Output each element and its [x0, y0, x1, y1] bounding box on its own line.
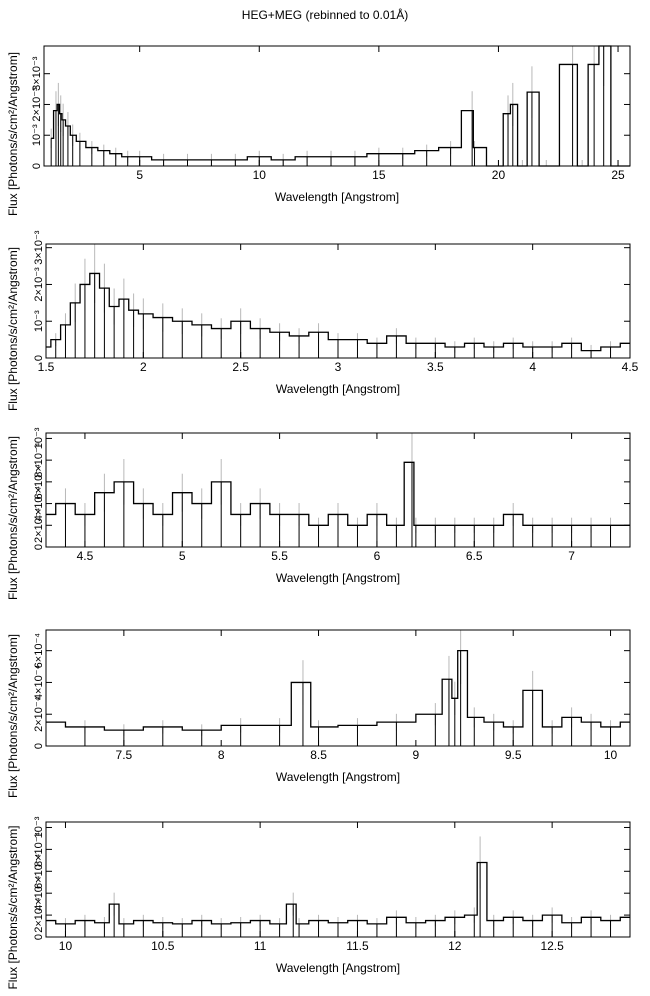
y-tick-label: 0 [33, 743, 45, 749]
y-axis-label: Flux [Photons/s/cm²/Angstrom] [6, 825, 20, 989]
x-tick-label: 12 [448, 939, 462, 953]
x-tick-label: 5 [179, 549, 186, 563]
x-tick-label: 10 [253, 168, 267, 182]
y-tick-label: 0 [33, 934, 45, 940]
x-tick-label: 10 [604, 748, 618, 762]
y-tick-label: 2×10⁻³ [33, 267, 45, 302]
y-tick-label: 2×10⁻³ [31, 87, 43, 122]
x-axis-label: Wavelength [Angstrom] [276, 961, 400, 975]
y-tick-label: 3×10⁻³ [31, 56, 43, 91]
x-tick-label: 9 [413, 748, 420, 762]
x-tick-label: 4 [529, 360, 536, 374]
y-tick-label: 2×10⁻⁴ [33, 897, 45, 933]
x-tick-label: 4.5 [622, 360, 639, 374]
y-tick-label: 3×10⁻³ [33, 230, 45, 265]
y-tick-label: 4×10⁻⁴ [33, 875, 45, 911]
x-tick-label: 5 [136, 168, 143, 182]
x-tick-label: 5.5 [271, 549, 288, 563]
y-tick-label: 8×10⁻⁴ [33, 831, 45, 867]
series-line [46, 650, 630, 731]
y-tick-label: 4×10⁻⁴ [33, 665, 45, 701]
x-tick-label: 10 [59, 939, 73, 953]
x-tick-label: 2.5 [232, 360, 249, 374]
x-tick-label: 25 [611, 168, 625, 182]
y-tick-label: 2×10⁻⁴ [33, 507, 45, 543]
plot-frame [45, 629, 631, 747]
y-tick-label: 6×10⁻⁴ [33, 853, 45, 889]
panel-1: 5 10 15 20 25 0 10⁻³ 2×10⁻³3×10⁻³ Wavelength [An… [6, 45, 631, 216]
y-axis-label: Flux [Photons/s/cm²/Angstrom] [6, 52, 20, 216]
y-tick-label: 10⁻³ [31, 124, 43, 146]
x-axis-label: Wavelength [Angstrom] [275, 190, 399, 204]
series-line [46, 461, 630, 526]
x-tick-label: 2 [140, 360, 147, 374]
y-tick-label: 6×10⁻⁴ [33, 633, 45, 669]
series-line [46, 272, 630, 352]
x-tick-label: 1.5 [38, 360, 55, 374]
plot-frame [45, 821, 631, 938]
y-tick-label: 0 [33, 355, 45, 361]
x-tick-label: 9.5 [505, 748, 522, 762]
y-tick-label: 8×10⁻⁴ [33, 442, 45, 478]
y-tick-label: 4×10⁻⁴ [33, 486, 45, 522]
x-tick-label: 11 [254, 939, 267, 953]
y-axis-label: Flux [Photons/s/cm²/Angstrom] [6, 634, 20, 798]
y-tick-label: 10⁻³ [33, 310, 45, 332]
x-tick-label: 7 [568, 549, 575, 563]
y-axis-label: Flux [Photons/s/cm²/Angstrom] [6, 247, 20, 411]
x-tick-label: 20 [492, 168, 506, 182]
x-axis-label: Wavelength [Angstrom] [276, 571, 400, 585]
panel-4: 7.5 8 8.5 9 9.5 10 0 2×10⁻⁴4×10⁻⁴6×10⁻⁴ Waveleng… [6, 629, 631, 798]
figure-title: HEG+MEG (rebinned to 0.01Å) [241, 8, 409, 22]
panel-2: 1.5 2 2.5 3 3.5 4 4.5 0 10⁻³ 2×10⁻³ 3×10⁻³ Waveleng… [6, 230, 639, 411]
panel-5: 10 10.5 11 11.5 12 12.5 02×10⁻⁴4×10⁻⁴6×10⁻⁴8×1… [6, 816, 631, 990]
x-tick-label: 10.5 [151, 939, 175, 953]
x-tick-label: 6.5 [466, 549, 483, 563]
x-tick-label: 11.5 [346, 939, 369, 953]
x-axis-label: Wavelength [Angstrom] [276, 770, 400, 784]
panel-3: 4.5 5 5.5 6 6.5 7 02×10⁻⁴4×10⁻⁴6×10⁻⁴8×10⁻⁴10⁻… [6, 427, 631, 600]
x-tick-label: 8.5 [310, 748, 327, 762]
series-line [46, 861, 630, 925]
x-tick-label: 15 [372, 168, 386, 182]
y-tick-label: 0 [33, 544, 45, 550]
x-tick-label: 8 [218, 748, 225, 762]
y-tick-label: 10⁻³ [33, 816, 45, 838]
x-axis-label: Wavelength [Angstrom] [276, 382, 400, 396]
x-tick-label: 12.5 [540, 939, 564, 953]
y-axis-label: Flux [Photons/s/cm²/Angstrom] [6, 436, 20, 600]
x-tick-label: 3.5 [427, 360, 444, 374]
series-line [51, 45, 630, 167]
x-tick-label: 7.5 [116, 748, 133, 762]
x-tick-label: 4.5 [77, 549, 94, 563]
plot-frame [45, 432, 631, 548]
y-tick-label: 6×10⁻⁴ [33, 464, 45, 500]
x-tick-label: 6 [374, 549, 381, 563]
y-tick-label: 0 [31, 163, 43, 169]
x-tick-label: 3 [335, 360, 342, 374]
plot-frame [43, 45, 631, 167]
y-tick-label: 2×10⁻⁴ [33, 696, 45, 732]
y-tick-label: 10⁻³ [33, 427, 45, 449]
